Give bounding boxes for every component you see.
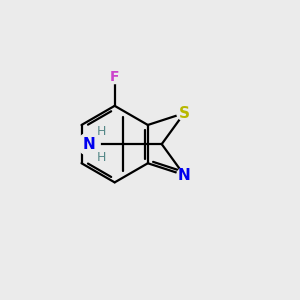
Text: S: S [179,106,190,121]
Circle shape [177,106,192,121]
Text: F: F [110,70,119,84]
Circle shape [78,133,100,155]
Text: H: H [97,151,106,164]
Text: N: N [82,136,95,152]
Circle shape [177,168,192,182]
Text: N: N [178,168,190,183]
Text: H: H [97,124,106,137]
Circle shape [108,70,121,84]
